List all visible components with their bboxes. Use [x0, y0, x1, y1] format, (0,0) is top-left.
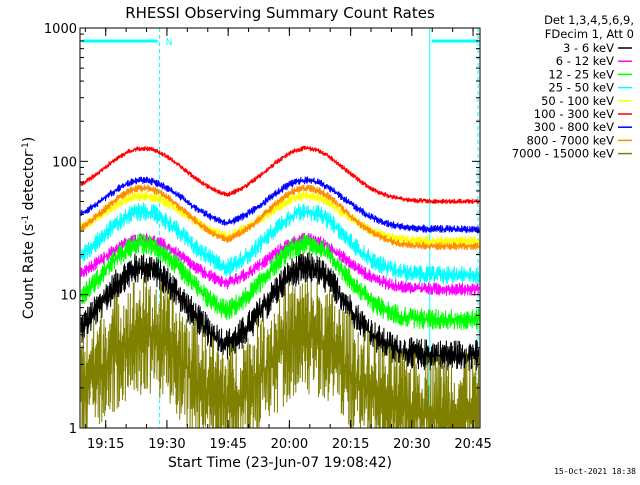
legend-label: 25 - 50 keV	[548, 81, 614, 95]
axis-ticks	[80, 28, 480, 429]
legend-label: 50 - 100 keV	[541, 94, 614, 108]
legend-label: 7000 - 15000 keV	[512, 147, 614, 161]
series-trace-9	[80, 276, 480, 429]
y-tick-labels: 1 10 100 1000	[44, 22, 77, 437]
x-tick-label: 19:45	[209, 437, 246, 452]
x-tick-label: 20:00	[271, 437, 308, 452]
y-axis-label-end: )	[21, 137, 37, 142]
series-trace-8	[80, 184, 480, 251]
series-traces	[80, 145, 480, 429]
legend-label: 3 - 6 keV	[563, 41, 614, 55]
series-trace-4	[80, 202, 480, 285]
series-trace-6	[80, 145, 480, 205]
legend-header-line-2: FDecim 1, Att 0	[545, 27, 634, 41]
y-tick-label: 10	[60, 289, 77, 304]
legend-label: 300 - 800 keV	[534, 120, 614, 134]
legend-header-line-1: Det 1,3,4,5,6,9,	[544, 13, 634, 27]
y-tick-label: 1	[69, 422, 77, 437]
y-tick-label: 100	[52, 155, 77, 170]
x-tick-label: 19:15	[87, 437, 124, 452]
x-tick-label: 20:30	[393, 437, 430, 452]
x-tick-labels: 19:15 19:30 19:45 20:00 20:15 20:30 20:45	[87, 437, 492, 452]
legend: Det 1,3,4,5,6,9, FDecim 1, Att 0 3 - 6 k…	[512, 13, 634, 161]
plot-frame	[79, 27, 481, 429]
series-trace-3	[80, 233, 480, 330]
x-tick-label: 19:30	[148, 437, 185, 452]
x-tick-label: 20:45	[454, 437, 491, 452]
legend-label: 12 - 25 keV	[548, 67, 614, 81]
legend-label: 100 - 300 keV	[534, 107, 614, 121]
legend-label: 6 - 12 keV	[556, 54, 614, 68]
chart-title: RHESSI Observing Summary Count Rates	[125, 4, 435, 22]
series-trace-7	[80, 176, 480, 234]
series-trace-1	[80, 251, 480, 371]
y-tick-label: 1000	[44, 22, 77, 37]
y-axis-label: Count Rate (s-1 detector-1)	[21, 137, 37, 319]
x-axis-label: Start Time (23-Jun-07 19:08:42)	[168, 455, 392, 471]
y-axis-label-mid: detector	[21, 151, 37, 215]
night-bar-label: N	[166, 38, 173, 48]
y-axis-label-main: Count Rate (s	[21, 224, 37, 319]
footer-timestamp: 15-Oct-2021 18:38	[554, 467, 636, 476]
y-axis-label-sup2: -1	[21, 142, 31, 151]
legend-label: 800 - 7000 keV	[526, 133, 614, 147]
y-axis-label-sup1: -1	[21, 215, 31, 224]
x-tick-label: 20:15	[332, 437, 369, 452]
series-trace-5	[80, 190, 480, 247]
